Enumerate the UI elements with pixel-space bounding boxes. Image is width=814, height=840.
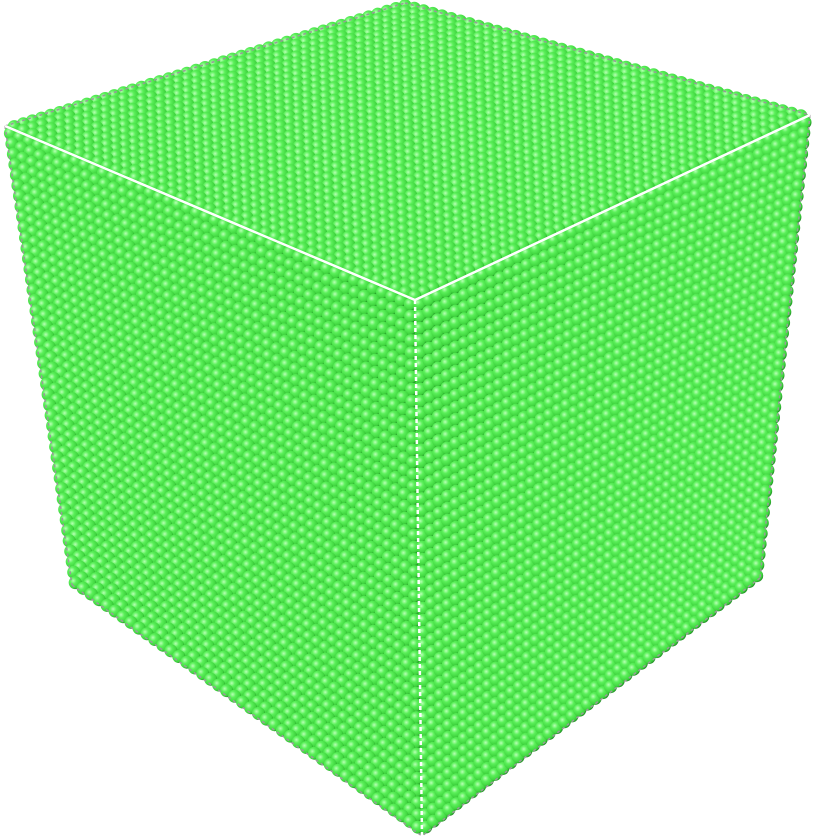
cube-edge-front-top-left	[4, 124, 416, 302]
cube-edge-front-top-right	[414, 113, 811, 302]
cube-right-face	[413, 115, 812, 836]
cube-edge-back-top-right	[404, 2, 811, 116]
cube-top-face-atoms	[7, 0, 808, 303]
cube-edge-front-vertical	[413, 299, 424, 837]
cube-right-face-atoms	[413, 115, 812, 834]
cube-edge-bottom-right	[421, 577, 761, 837]
cube-edge-back-left	[4, 125, 73, 586]
cube-top-face	[5, 0, 810, 303]
cube-edges	[4, 2, 811, 837]
cube-edge-back-top-left	[4, 2, 406, 127]
